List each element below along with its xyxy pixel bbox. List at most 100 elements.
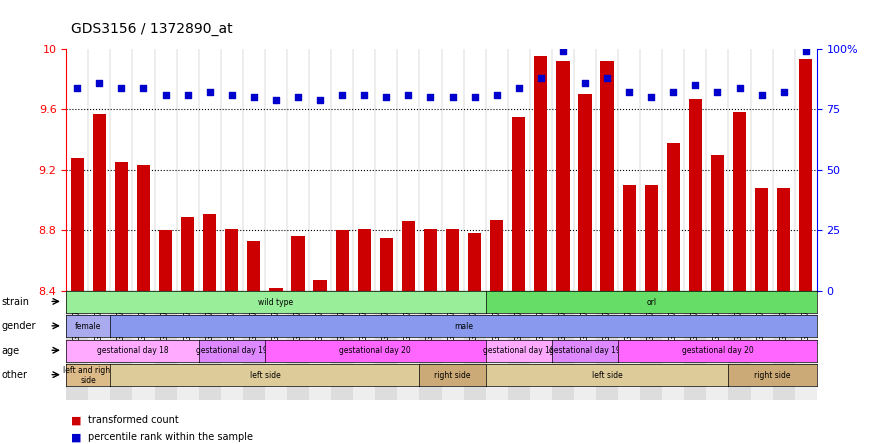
Text: male: male [454,322,473,331]
Bar [243,291,265,400]
Text: left side: left side [250,371,280,380]
Bar [777,188,790,291]
Bar [225,229,238,291]
Bar [309,291,331,400]
Point [512,84,526,91]
Bar [419,291,442,400]
Bar [71,158,84,291]
Bar [291,236,305,291]
Text: age: age [2,346,20,356]
Point [623,89,637,96]
Bar [446,229,459,291]
Bar [336,230,349,291]
Bar [115,162,128,291]
Point [115,84,129,91]
Bar [353,291,375,400]
Text: gestational day 18: gestational day 18 [96,346,169,355]
Bar [464,291,486,400]
Bar [623,185,636,291]
Bar [596,291,618,400]
Bar [711,155,724,291]
Point [556,48,570,55]
Point [490,91,504,99]
Point [357,91,372,99]
Point [777,89,791,96]
Bar [402,221,415,291]
Bar [486,291,508,400]
Text: ■: ■ [71,432,81,442]
Point [137,84,151,91]
Bar [265,291,287,400]
Bar [247,241,260,291]
Bar [203,214,216,291]
Bar [177,291,199,400]
Point [159,91,173,99]
Bar [662,291,684,400]
Point [268,96,283,103]
Bar [159,230,172,291]
Text: strain: strain [2,297,30,307]
Bar [578,94,592,291]
Bar [331,291,353,400]
Text: transformed count: transformed count [88,416,179,425]
Text: right side: right side [754,371,791,380]
Bar [199,291,221,400]
Bar [132,291,155,400]
Bar [380,238,393,291]
Bar [574,291,596,400]
Bar [375,291,397,400]
Text: wild type: wild type [259,297,293,306]
Point [180,91,194,99]
Bar [313,280,327,291]
Text: ■: ■ [71,416,81,425]
Bar [751,291,773,400]
Text: gender: gender [2,321,36,332]
Text: female: female [75,322,102,331]
Bar [397,291,419,400]
Bar [442,291,464,400]
Point [313,96,328,103]
Bar [66,291,88,400]
Point [225,91,239,99]
Bar [468,234,481,291]
Bar [110,291,132,400]
Bar [755,188,768,291]
Bar [706,291,728,400]
Point [689,82,703,89]
Text: other: other [2,370,27,381]
Point [380,94,394,101]
Text: gestational day 18: gestational day 18 [483,346,555,355]
Point [247,94,261,101]
Point [70,84,85,91]
Point [291,94,306,101]
Bar [508,291,530,400]
Point [645,94,659,101]
Bar [534,56,547,291]
Bar [773,291,795,400]
Text: gestational day 20: gestational day 20 [339,346,411,355]
Text: orl: orl [646,297,656,306]
Point [710,89,724,96]
Bar [137,165,150,291]
Point [424,94,438,101]
Point [667,89,681,96]
Bar [618,291,640,400]
Point [402,91,416,99]
Bar [799,59,812,291]
Bar [530,291,552,400]
Bar [93,114,106,291]
Point [755,91,769,99]
Bar [795,291,817,400]
Bar [269,288,283,291]
Text: gestational day 19: gestational day 19 [549,346,621,355]
Bar [358,229,371,291]
Bar [512,117,525,291]
Text: right side: right side [434,371,471,380]
Bar [424,229,437,291]
Text: left and right
side: left and right side [64,365,113,385]
Point [733,84,747,91]
Bar [221,291,243,400]
Point [578,79,592,86]
Bar [155,291,177,400]
Point [600,74,615,81]
